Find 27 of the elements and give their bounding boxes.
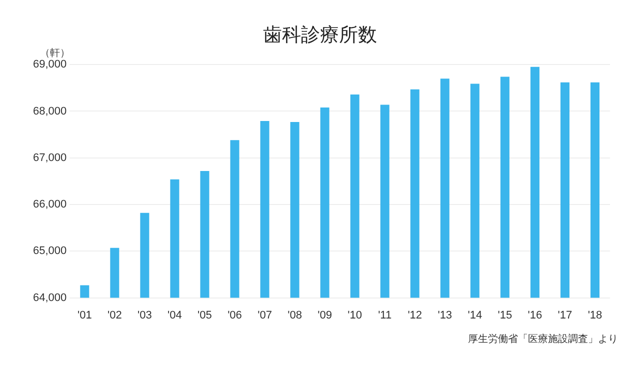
y-tick-label: 66,000 [32, 198, 67, 211]
chart-title: 歯科診療所数 [262, 23, 378, 48]
x-tick-label: '09 [318, 309, 332, 322]
x-tick-label: '07 [258, 309, 272, 322]
y-tick-label: 69,000 [32, 58, 67, 71]
x-tick-label: '04 [168, 309, 182, 322]
x-tick-label: '08 [288, 309, 302, 322]
x-tick-label: '17 [558, 309, 572, 322]
text: 厚生労働省「医療施設調査」より [468, 332, 618, 346]
x-tick-label: '12 [408, 309, 422, 322]
x-tick-label: '11 [378, 309, 392, 322]
x-tick-label: '01 [77, 309, 92, 322]
x-tick-label: '18 [588, 309, 602, 322]
y-tick-label: 64,000 [32, 292, 67, 304]
x-tick-label: '13 [438, 309, 452, 322]
x-tick-label: '05 [198, 309, 212, 322]
y-tick-label: 65,000 [32, 245, 67, 258]
x-tick-label: '06 [228, 309, 242, 322]
y-axis-title: （軒） [40, 47, 70, 60]
x-tick-label: '03 [138, 309, 152, 322]
x-tick-label: '02 [108, 309, 122, 322]
x-tick-label: '15 [498, 309, 512, 322]
x-tick-label: '14 [468, 309, 482, 322]
y-tick-label: 68,000 [32, 105, 67, 118]
y-tick-label: 67,000 [32, 152, 67, 164]
x-tick-label: '16 [528, 309, 542, 322]
x-tick-label: '10 [348, 309, 362, 322]
